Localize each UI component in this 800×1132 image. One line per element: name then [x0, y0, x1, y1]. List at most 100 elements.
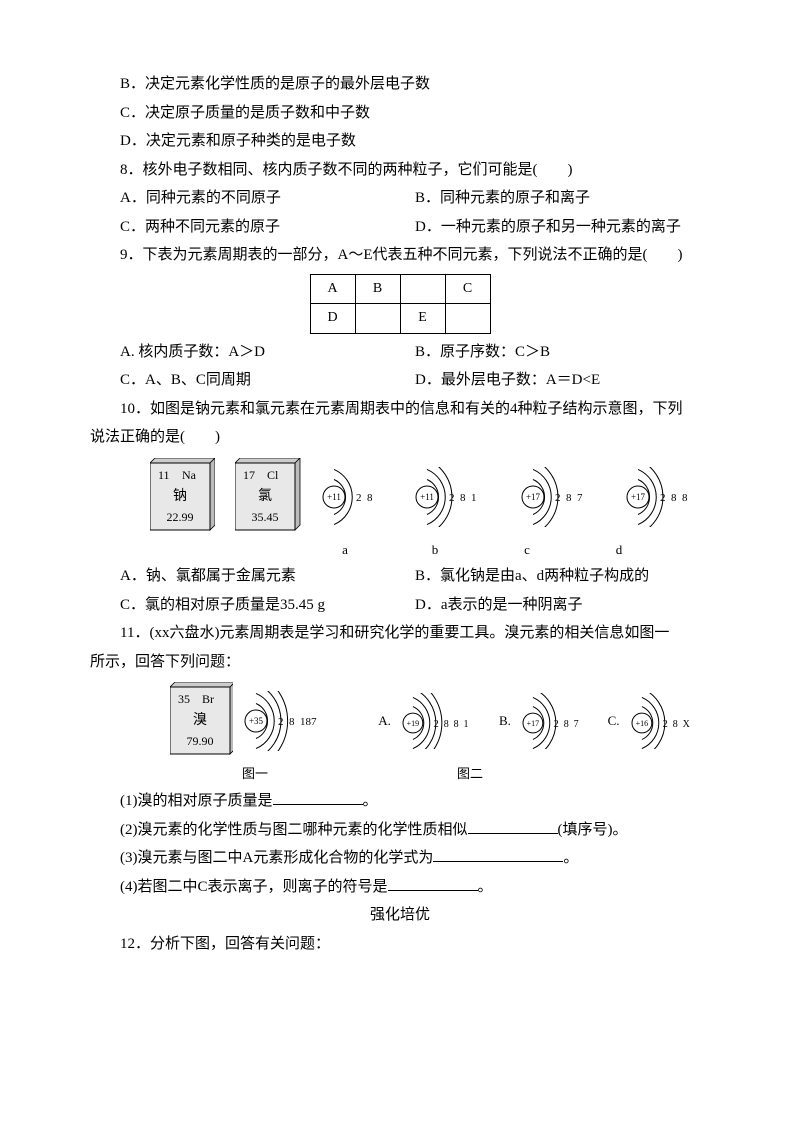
svg-text:2: 2: [554, 719, 559, 730]
cell: [445, 304, 490, 334]
atom-diagram-q11c: +16 28X: [630, 693, 710, 749]
q11-stem2: 所示，回答下列问题：: [90, 648, 710, 677]
q10-c: C．氯的相对原子质量是35.45 g: [120, 591, 415, 620]
q10-a: A．钠、氯都属于金属元素: [120, 562, 415, 591]
svg-text:35: 35: [178, 692, 190, 706]
svg-text:2: 2: [356, 492, 362, 504]
svg-text:8: 8: [460, 492, 466, 504]
q11-figure: 35Br溴79.90 +3528187 A. +192881 B. +17287…: [90, 682, 710, 760]
q8-row2: C．两种不同元素的原子 D．一种元素的原子和另一种元素的离子: [90, 213, 710, 242]
q11-s4: (4)若图二中C表示离子，则离子的符号是。: [90, 873, 710, 902]
opt-c: C．决定原子质量的是质子数和中子数: [90, 99, 710, 128]
q8-a: A．同种元素的不同原子: [120, 184, 415, 213]
q10-b: B．氯化钠是由a、d两种粒子构成的: [415, 562, 710, 591]
svg-text:2: 2: [662, 719, 667, 730]
svg-text:2: 2: [434, 719, 439, 730]
cell: [400, 274, 445, 304]
svg-text:8: 8: [444, 719, 449, 730]
q11-opt-c-pre: C.: [608, 709, 620, 734]
q10-stem1: 10．如图是钠元素和氯元素在元素周期表中的信息和有关的4种粒子结构示意图，下列: [90, 395, 710, 424]
q10-d: D．a表示的是一种阴离子: [415, 591, 710, 620]
svg-text:X: X: [682, 719, 690, 730]
svg-text:Br: Br: [202, 692, 214, 706]
svg-text:11: 11: [158, 468, 170, 482]
q9-d: D．最外层电子数：A＝D<E: [415, 366, 710, 395]
atom-diagram-a: +11 28: [321, 467, 394, 527]
atom-diagram-br: +3528187: [243, 691, 339, 751]
q8-c: C．两种不同元素的原子: [120, 213, 415, 242]
svg-text:+11: +11: [327, 492, 341, 502]
svg-text:7: 7: [574, 719, 579, 730]
svg-text:35.45: 35.45: [252, 510, 279, 524]
atom-diagram-b: +11281: [414, 467, 499, 527]
svg-text:Cl: Cl: [267, 468, 279, 482]
cell: D: [310, 304, 355, 334]
q10-labels: a b c d: [90, 538, 710, 563]
blank: [273, 789, 363, 805]
q8-b: B．同种元素的原子和离子: [415, 184, 710, 213]
cell: C: [445, 274, 490, 304]
svg-text:Na: Na: [182, 468, 197, 482]
element-card-na: 11 Na 钠 22.99: [150, 458, 215, 536]
q8-stem: 8．核外电子数相同、核内质子数不同的两种粒子，它们可能是( ): [90, 156, 710, 185]
svg-text:+16: +16: [635, 719, 648, 728]
blank: [468, 818, 558, 834]
svg-text:8: 8: [682, 492, 688, 504]
q9-row2: C．A、B、C同周期 D．最外层电子数：A＝D<E: [90, 366, 710, 395]
svg-text:1: 1: [463, 719, 468, 730]
cell: A: [310, 274, 355, 304]
q10-figure: 11Na钠22.99 17Cl氯35.45 +1128 +11281 +1728…: [90, 458, 710, 536]
q10-stem2: 说法正确的是( ): [90, 423, 710, 452]
cell: B: [355, 274, 400, 304]
opt-d: D．决定元素和原子种类的是电子数: [90, 127, 710, 156]
q9-table: A B C D E: [310, 274, 491, 334]
svg-text:溴: 溴: [193, 712, 207, 728]
section-heading: 强化培优: [90, 901, 710, 930]
q11-stem1: 11．(xx六盘水)元素周期表是学习和研究化学的重要工具。溴元素的相关信息如图一: [90, 619, 710, 648]
svg-text:+17: +17: [527, 719, 540, 728]
element-card-cl: 17Cl氯35.45: [235, 458, 300, 536]
svg-text:22.99: 22.99: [167, 510, 194, 524]
svg-text:8: 8: [453, 719, 458, 730]
element-card-br: 35 Br 溴 79.90: [170, 682, 233, 760]
q11-s1: (1)溴的相对原子质量是。: [90, 787, 710, 816]
svg-text:79.90: 79.90: [187, 734, 214, 748]
svg-text:8: 8: [671, 492, 677, 504]
svg-text:氯: 氯: [258, 488, 272, 504]
atom-diagram-q11b: +17 287: [521, 693, 598, 749]
blank: [433, 846, 563, 862]
atom-diagram-d: +17288: [625, 467, 710, 527]
q10-row2: C．氯的相对原子质量是35.45 g D．a表示的是一种阴离子: [90, 591, 710, 620]
q9-c: C．A、B、C同周期: [120, 366, 415, 395]
cell: E: [400, 304, 445, 334]
svg-text:钠: 钠: [173, 488, 187, 504]
opt-b: B．决定元素化学性质的是原子的最外层电子数: [90, 70, 710, 99]
q11-s2: (2)溴元素的化学性质与图二哪种元素的化学性质相似(填序号)。: [90, 816, 710, 845]
svg-text:8: 8: [367, 492, 373, 504]
q11-opt-a-pre: A.: [378, 709, 391, 734]
q12-stem: 12．分析下图，回答有关问题：: [90, 930, 710, 959]
svg-text:18: 18: [300, 716, 312, 728]
q9-b: B．原子序数：C＞B: [415, 338, 710, 367]
q11-opt-b-pre: B.: [499, 709, 511, 734]
svg-text:8: 8: [672, 719, 677, 730]
svg-text:1: 1: [471, 492, 477, 504]
atom-diagram-q11a: +192881: [401, 693, 489, 749]
cell: [355, 304, 400, 334]
q11-labels: 图一 图二: [90, 762, 710, 787]
svg-text:+17: +17: [525, 492, 540, 502]
svg-text:8: 8: [566, 492, 572, 504]
svg-text:+19: +19: [406, 719, 419, 728]
svg-text:7: 7: [311, 716, 317, 728]
svg-text:8: 8: [564, 719, 569, 730]
q9-a: A. 核内质子数：A＞D: [120, 338, 415, 367]
q9-row1: A. 核内质子数：A＞D B．原子序数：C＞B: [90, 338, 710, 367]
q8-row1: A．同种元素的不同原子 B．同种元素的原子和离子: [90, 184, 710, 213]
q9-stem: 9．下表为元素周期表的一部分，A～E代表五种不同元素，下列说法不正确的是( ): [90, 241, 710, 270]
svg-text:+17: +17: [631, 492, 646, 502]
q8-d: D．一种元素的原子和另一种元素的离子: [415, 213, 710, 242]
blank: [388, 875, 478, 891]
q11-s3: (3)溴元素与图二中A元素形成化合物的化学式为。: [90, 844, 710, 873]
q10-row1: A．钠、氯都属于金属元素 B．氯化钠是由a、d两种粒子构成的: [90, 562, 710, 591]
svg-text:7: 7: [577, 492, 583, 504]
